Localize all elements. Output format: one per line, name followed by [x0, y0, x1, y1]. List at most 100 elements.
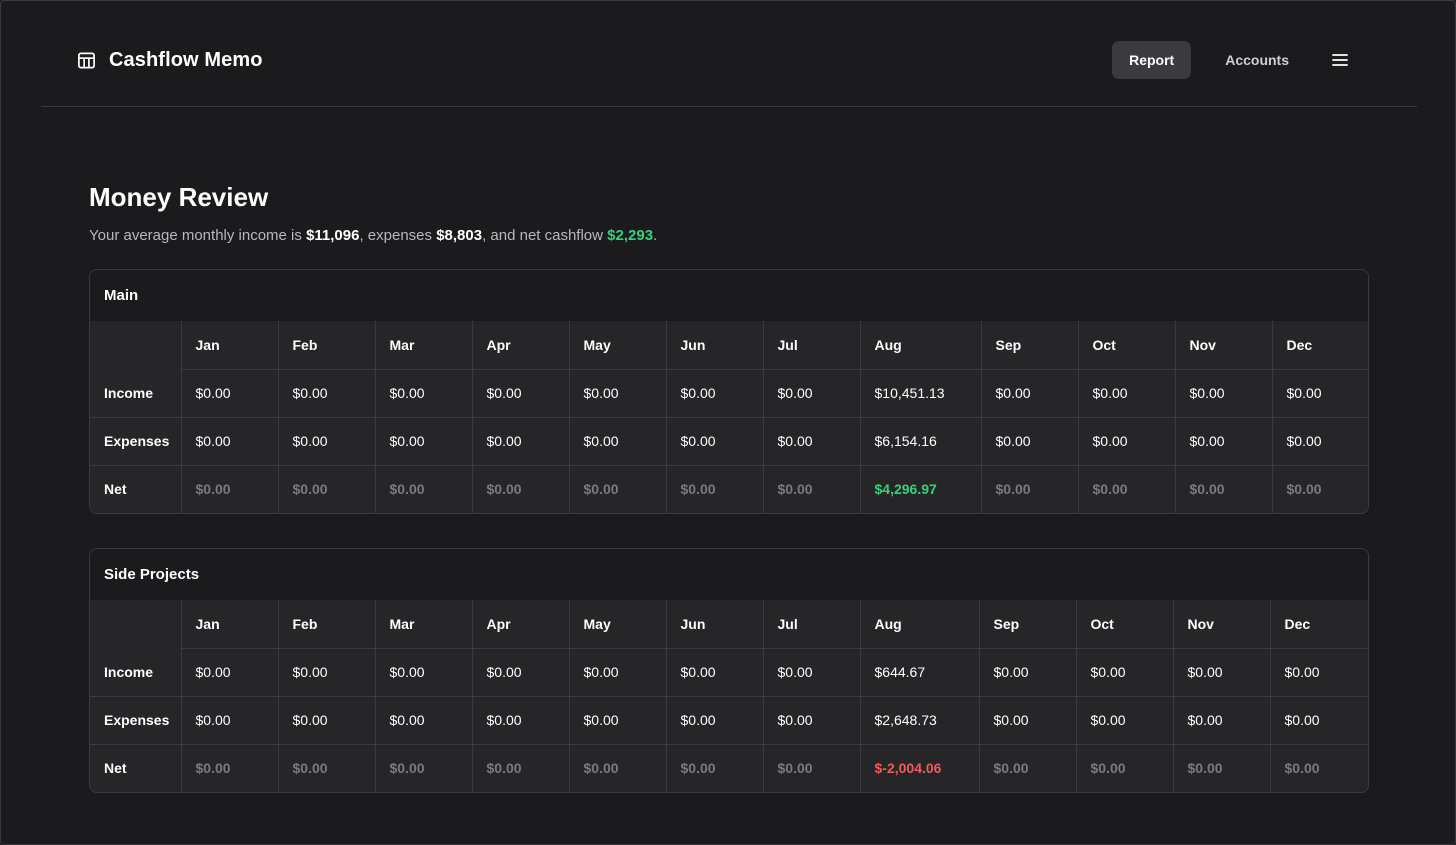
account-card-main: Main Jan Feb Mar Apr May Jun Jul Aug Sep Oct Nov De… [89, 269, 1369, 514]
table-cell: $0.00 [278, 416, 376, 465]
table-cell: $0.00 [375, 743, 473, 792]
table-cell: $0.00 [375, 647, 473, 696]
row-label: Expenses [90, 416, 182, 465]
month-header: Dec [1270, 600, 1368, 648]
table-cell: $0.00 [979, 743, 1077, 792]
month-header: Nov [1175, 321, 1273, 369]
table-cell: $0.00 [763, 368, 861, 417]
month-header: Dec [1272, 321, 1368, 369]
table-cell: $-2,004.06 [860, 743, 980, 792]
summary-mid-2: , and net cashflow [482, 227, 608, 244]
table-cell: $0.00 [666, 743, 764, 792]
row-label-header [90, 600, 182, 648]
table-cell: $0.00 [1078, 464, 1176, 513]
month-header: Jan [181, 321, 279, 369]
table-cell: $0.00 [666, 464, 764, 513]
table-cell: $0.00 [375, 368, 473, 417]
month-header: Jun [666, 321, 764, 369]
table-row: Expenses $0.00 $0.00 $0.00 $0.00 $0.00 $0.00 $0… [90, 695, 1368, 744]
cashflow-table: Jan Feb Mar Apr May Jun Jul Aug Sep Oct Nov Dec Inc… [90, 321, 1368, 513]
table-cell: $0.00 [981, 368, 1079, 417]
table-cell: $0.00 [181, 647, 279, 696]
table-cell: $0.00 [569, 647, 667, 696]
table-cell: $0.00 [1076, 695, 1174, 744]
table-cell: $0.00 [569, 743, 667, 792]
month-header: Jul [763, 600, 861, 648]
table-cell: $0.00 [1173, 695, 1271, 744]
table-cell: $0.00 [763, 647, 861, 696]
top-bar: Cashflow Memo Report Accounts [41, 1, 1417, 107]
hamburger-menu-icon [1332, 54, 1348, 66]
table-cell: $0.00 [1272, 368, 1368, 417]
table-cell: $0.00 [569, 464, 667, 513]
month-header: May [569, 600, 667, 648]
table-cell: $0.00 [278, 695, 376, 744]
table-cell: $0.00 [1076, 743, 1174, 792]
table-cell: $0.00 [666, 647, 764, 696]
table-cell: $0.00 [472, 695, 570, 744]
table-cell: $0.00 [181, 464, 279, 513]
month-header: Mar [375, 321, 473, 369]
table-cell: $0.00 [981, 416, 1079, 465]
table-cell: $0.00 [979, 647, 1077, 696]
month-header: Jun [666, 600, 764, 648]
main-content: Money Review Your average monthly income… [89, 181, 1369, 793]
month-header: Sep [981, 321, 1079, 369]
nav-accounts-button[interactable]: Accounts [1225, 52, 1289, 68]
table-cell: $0.00 [1270, 695, 1368, 744]
table-cell: $2,648.73 [860, 695, 980, 744]
summary-suffix: . [653, 227, 658, 244]
account-card-side-projects: Side Projects Jan Feb Mar Apr May Jun Jul Aug Se… [89, 548, 1369, 793]
card-title: Main [90, 270, 1368, 321]
table-cell: $0.00 [472, 743, 570, 792]
table-cell: $0.00 [472, 416, 570, 465]
table-cell: $0.00 [981, 464, 1079, 513]
table-cell: $0.00 [569, 416, 667, 465]
month-header: Feb [278, 600, 376, 648]
table-cell: $0.00 [1078, 416, 1176, 465]
month-header: Apr [472, 600, 570, 648]
row-label: Expenses [90, 695, 182, 744]
month-header: Sep [979, 600, 1077, 648]
menu-button[interactable] [1321, 41, 1359, 79]
cashflow-table: Jan Feb Mar Apr May Jun Jul Aug Sep Oct Nov Dec Inc… [90, 600, 1368, 792]
table-cell: $0.00 [763, 416, 861, 465]
table-row: Income $0.00 $0.00 $0.00 $0.00 $0.00 $0.00 $0.0… [90, 368, 1368, 417]
month-header: Mar [375, 600, 473, 648]
row-label: Net [90, 464, 182, 513]
table-cell: $0.00 [1270, 743, 1368, 792]
table-header-row: Jan Feb Mar Apr May Jun Jul Aug Sep Oct Nov Dec [90, 600, 1368, 648]
table-cell: $0.00 [1173, 743, 1271, 792]
table-cell: $0.00 [181, 743, 279, 792]
month-header: Oct [1078, 321, 1176, 369]
month-header: Jan [181, 600, 279, 648]
table-cell: $0.00 [278, 464, 376, 513]
table-row: Income $0.00 $0.00 $0.00 $0.00 $0.00 $0.00 $0.0… [90, 647, 1368, 696]
table-cell: $0.00 [472, 647, 570, 696]
table-cell: $0.00 [1078, 368, 1176, 417]
table-cell: $4,296.97 [860, 464, 982, 513]
summary-prefix: Your average monthly income is [89, 227, 307, 244]
avg-income-value: $11,096 [306, 227, 360, 244]
month-header: Aug [860, 321, 982, 369]
table-cell: $0.00 [1076, 647, 1174, 696]
table-cell: $0.00 [278, 368, 376, 417]
table-cell: $0.00 [1272, 464, 1368, 513]
table-cell: $0.00 [569, 368, 667, 417]
month-header: Apr [472, 321, 570, 369]
table-cell: $0.00 [979, 695, 1077, 744]
month-header: May [569, 321, 667, 369]
table-cell: $0.00 [763, 464, 861, 513]
avg-net-value: $2,293 [607, 227, 654, 244]
summary-mid-1: , expenses [359, 227, 437, 244]
table-cell: $0.00 [1272, 416, 1368, 465]
table-cell: $0.00 [666, 368, 764, 417]
table-cell: $0.00 [472, 464, 570, 513]
table-cell: $0.00 [569, 695, 667, 744]
brand[interactable]: Cashflow Memo [77, 47, 263, 73]
table-cell: $0.00 [666, 695, 764, 744]
nav-report-button[interactable]: Report [1112, 41, 1192, 79]
table-cell: $10,451.13 [860, 368, 982, 417]
table-cell: $0.00 [181, 368, 279, 417]
table-cell: $0.00 [1175, 416, 1273, 465]
